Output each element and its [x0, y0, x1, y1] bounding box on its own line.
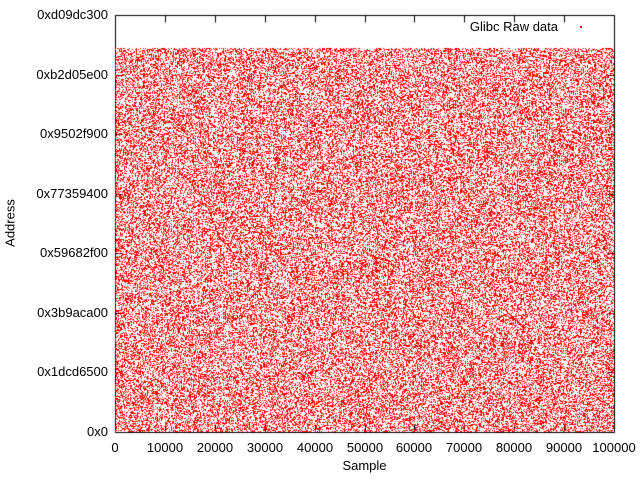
x-tick-label: 70000: [445, 440, 483, 455]
x-tick-label: 50000: [346, 440, 384, 455]
x-tick-label: 80000: [495, 440, 533, 455]
x-tick-label: 60000: [395, 440, 433, 455]
x-tick-label: 30000: [246, 440, 284, 455]
y-tick-label: 0xb2d05e00: [36, 67, 108, 82]
y-tick-label: 0x3b9aca00: [37, 305, 108, 320]
legend-marker-dot: [580, 26, 582, 28]
x-tick-label: 10000: [146, 440, 184, 455]
x-axis-title: Sample: [342, 458, 387, 473]
x-tick-label: 0: [111, 440, 119, 455]
y-tick-label: 0x1dcd6500: [37, 364, 108, 379]
x-tick-label: 40000: [296, 440, 334, 455]
x-tick-label: 90000: [545, 440, 583, 455]
y-tick-label: 0x59682f00: [40, 245, 108, 260]
y-tick-label: 0x0: [87, 424, 108, 439]
x-tick-label: 20000: [196, 440, 234, 455]
y-axis-title: Address: [2, 199, 18, 247]
y-tick-label: 0x9502f900: [40, 126, 108, 141]
x-tick-label: 100000: [592, 440, 636, 455]
y-tick-label: 0xd09dc300: [37, 7, 108, 22]
y-tick-label: 0x77359400: [36, 186, 108, 201]
legend-label: Glibc Raw data: [469, 19, 558, 34]
